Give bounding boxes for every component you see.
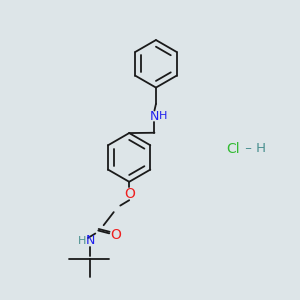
Text: – H: – H xyxy=(241,142,266,155)
Text: O: O xyxy=(124,187,135,201)
Text: H: H xyxy=(78,236,86,246)
Text: Cl: Cl xyxy=(226,142,239,155)
Text: N: N xyxy=(150,110,159,123)
Text: N: N xyxy=(85,235,95,248)
Text: H: H xyxy=(159,111,167,122)
Text: O: O xyxy=(110,228,121,242)
